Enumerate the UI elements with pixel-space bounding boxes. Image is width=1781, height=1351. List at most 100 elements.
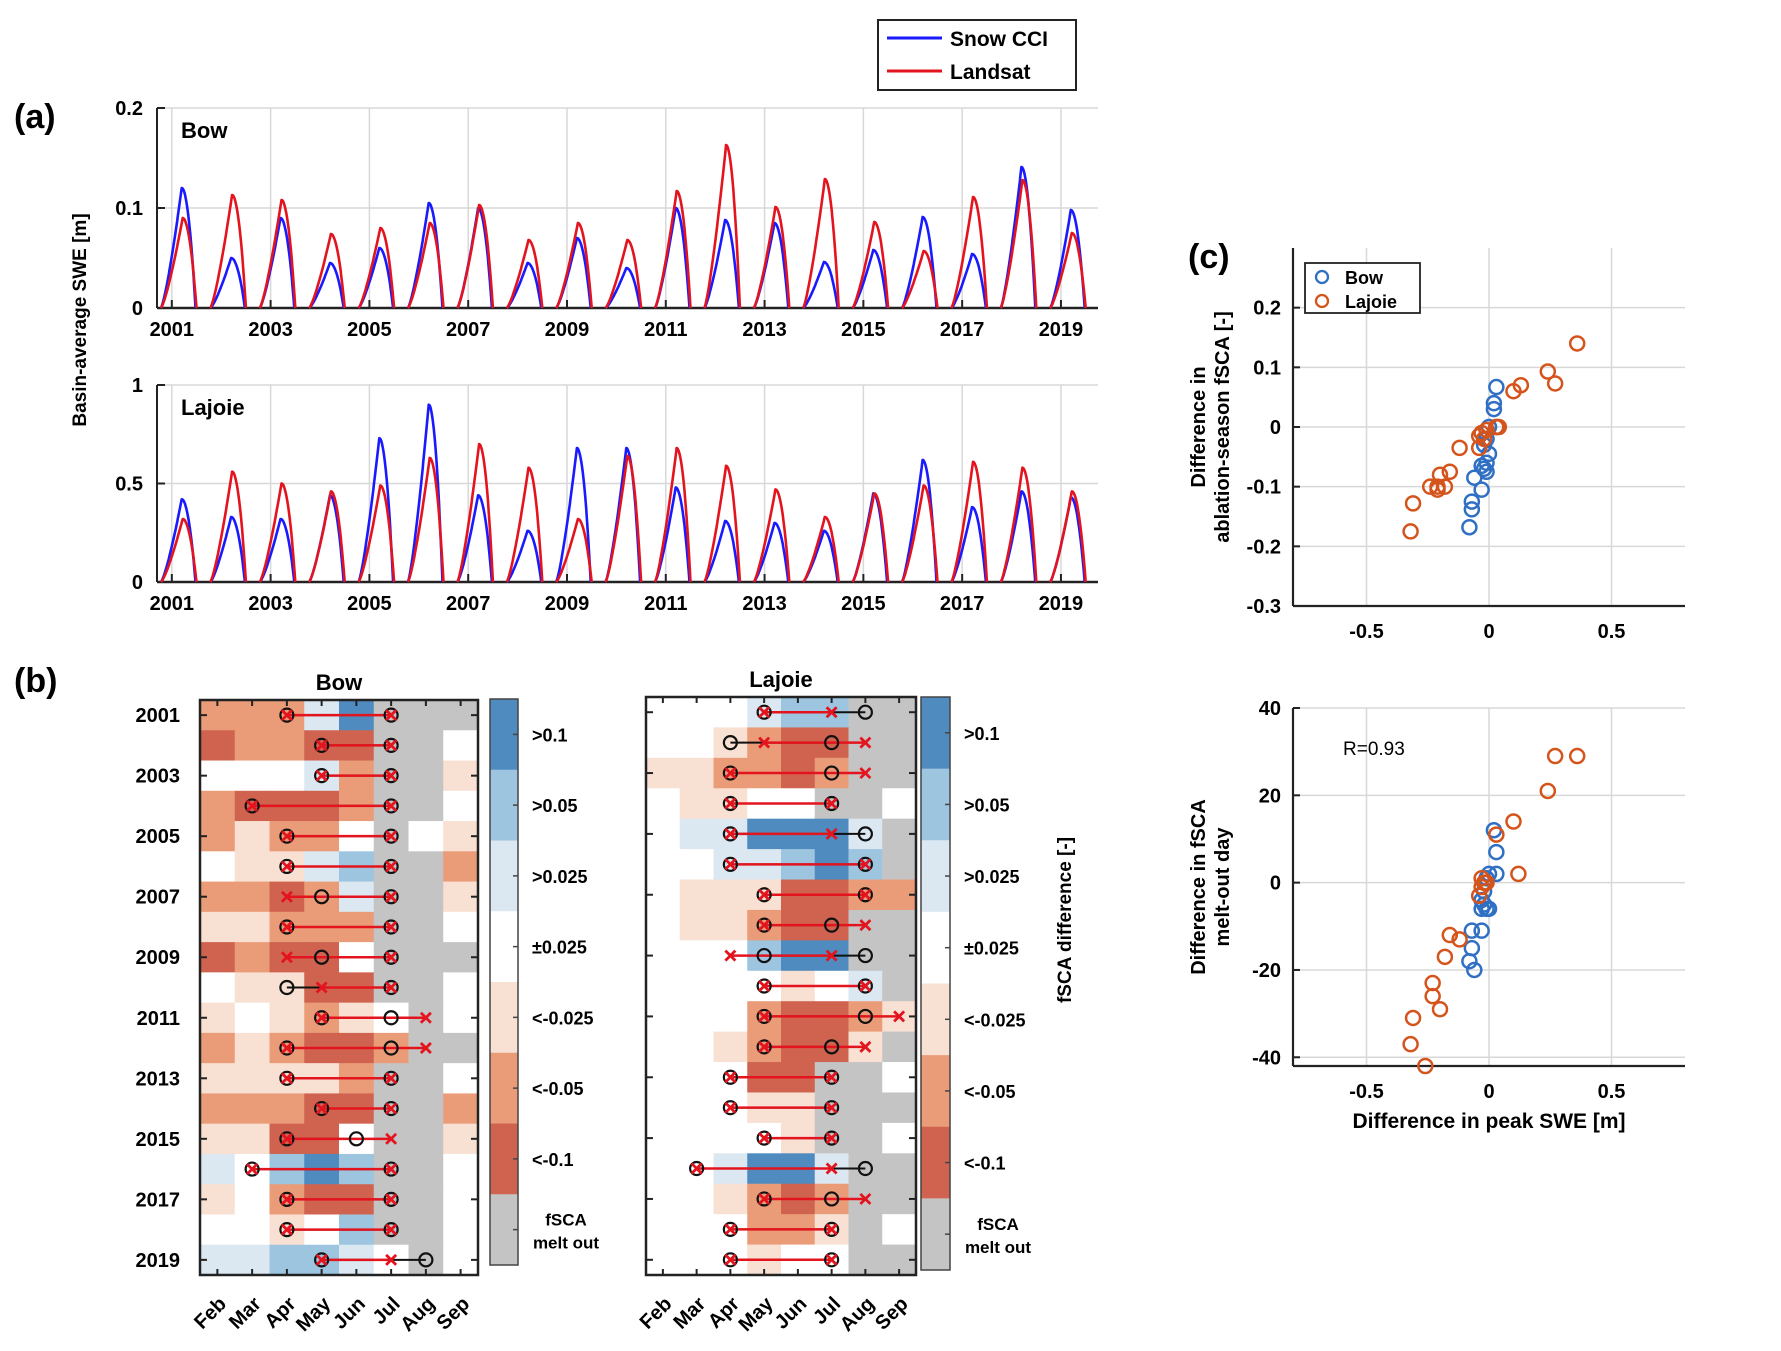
landsat-marker-x [280,890,293,903]
year-label: 2013 [136,1068,181,1090]
landsat-marker-x [385,1253,398,1266]
series-line-landsat [159,442,1087,583]
heatmap-cell [408,972,444,1004]
heatmap-title: Bow [316,670,363,695]
snow-cci-marker-circle [824,1130,840,1146]
heatmap-cell [234,911,270,943]
scatter-point-bow [1463,501,1481,518]
heatmap-cell [408,1214,444,1246]
heatmap-cell [443,730,479,762]
heatmap-cell [408,1184,444,1215]
tick-label-y: 0.2 [115,98,143,120]
landsat-marker-x [315,1253,328,1266]
colorbar-label: <-0.05 [964,1082,1016,1102]
landsat-marker-x [758,1040,771,1053]
landsat-marker-x [280,951,293,964]
heatmap-cell [234,1002,270,1034]
landsat-marker-x [385,981,398,994]
month-label: Aug [836,1293,879,1336]
snow-cci-marker-circle [824,765,840,781]
landsat-marker-x [758,888,771,901]
heatmap-frame [644,695,918,1277]
snow-cci-marker-circle [383,828,399,844]
snow-cci-marker-circle [722,856,738,872]
scatter-point-bow [1488,843,1505,861]
legend-label-landsat: Landsat [950,61,1031,84]
scatter-point-lajoie [1402,1035,1419,1053]
heatmap-cell [679,970,714,1002]
heatmap-cell [679,909,714,941]
heatmap-cell [713,1183,748,1215]
heatmap-cell [408,1063,444,1094]
heatmap-cell [234,881,270,913]
landsat-marker-x [859,736,872,749]
snow-cci-marker-circle [314,949,330,965]
snow-cci-marker-circle [824,1252,840,1268]
heatmap-cell [408,1123,444,1155]
tick-label-y: -0.3 [1247,596,1281,618]
snow-cci-marker-circle [383,737,399,753]
tick-label-x: 2015 [841,319,886,341]
heatmap-cell [679,940,714,972]
heatmap-cell [200,851,236,883]
scatter-point-bow [1480,900,1498,918]
heatmap-cell [679,818,714,850]
year-label: 2009 [136,947,181,969]
snow-cci-marker-circle [383,919,399,935]
heatmap-cell [269,760,305,792]
snow-cci-marker-circle [722,795,738,812]
snow-cci-marker-circle [383,1010,399,1026]
scatter-point-lajoie [1568,747,1586,765]
tick-label-x: 2001 [150,319,195,341]
heatmap-cell [443,790,479,822]
heatmap-cell [679,1031,714,1063]
landsat-marker-x [315,769,328,782]
year-label: 2019 [136,1250,181,1272]
scatter-point-lajoie [1470,887,1488,904]
tick-label-x: 0.5 [1598,621,1626,643]
landsat-marker-x [315,1011,328,1024]
landsat-marker-x [385,1223,398,1236]
colorbar-label: >0.025 [964,867,1020,887]
scatter-point-lajoie [1441,926,1459,944]
snow-cci-marker-circle [279,1070,295,1086]
colorbar-frame [489,698,519,1266]
colorbar-label: <-0.05 [532,1079,584,1099]
heatmap-cell [234,1093,270,1125]
landsat-marker-x [758,919,771,932]
colorbar-lajoie: >0.1 >0.05 >0.025 ±0.025 <-0.025 <-0.05 <-0.1 f… [920,696,1031,1271]
snow-cci-marker-circle [756,917,772,933]
landsat-marker-x [280,1042,293,1055]
site-label: Lajoie [181,395,245,420]
landsat-marker-x [385,951,398,964]
year-label: 2017 [136,1189,181,1211]
snow-cci-marker-circle [244,798,260,814]
landsat-marker-x [825,797,838,810]
scatter-point-lajoie [1546,375,1564,392]
snow-cci-marker-circle [857,978,873,994]
snow-cci-marker-circle [279,1131,295,1147]
tick-label-x: 2001 [150,593,195,615]
snow-cci-marker-circle [857,887,873,903]
snow-cci-marker-circle [314,768,330,784]
heatmap-cell [200,1093,236,1125]
scatter-point-bow [1485,394,1503,412]
month-label: Jun [771,1293,812,1334]
tick-label-y: 0 [1270,873,1281,895]
snow-cci-marker-circle [756,1039,772,1055]
tick-label-x: 2015 [841,593,886,615]
a-ylabel: Basin-average SWE [m] [70,213,91,426]
heatmap-cell [234,1123,270,1155]
colorbar-label: >0.1 [964,724,1000,744]
heatmap-cell [679,1183,714,1215]
snow-cci-marker-circle [383,858,399,875]
year-label: 2007 [136,887,181,909]
tick-label-y: 0.5 [115,474,143,496]
snow-cci-marker-circle [383,768,399,784]
snow-cci-marker-circle [756,1191,772,1207]
heatmap-cell [679,849,714,881]
scatter-point-bow [1466,961,1483,979]
colorbar-label: melt out [533,1234,599,1253]
